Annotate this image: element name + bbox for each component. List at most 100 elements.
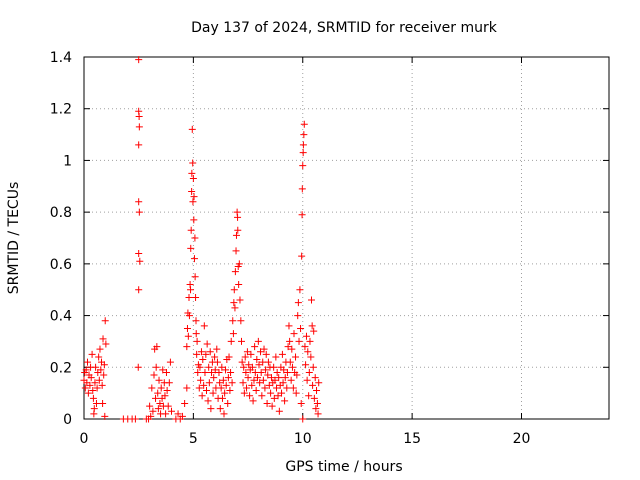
data-point [306,337,314,345]
data-point [189,175,197,183]
data-point [248,363,256,371]
data-point [194,368,202,376]
data-point [273,384,280,392]
data-point [299,141,307,149]
data-point [225,353,233,361]
data-point [135,208,143,216]
x-tick-label: 20 [513,431,531,447]
data-point [298,252,306,260]
data-point [303,376,311,384]
data-point [213,358,221,366]
data-point [183,343,191,351]
data-point [100,361,108,369]
y-axis-label: SRMTID / TECUs [6,182,22,295]
data-point [272,353,280,361]
chart-title: Day 137 of 2024, SRMTID for receiver mur… [191,20,498,36]
data-point [285,322,293,330]
data-point [162,410,170,418]
data-point [168,407,175,415]
data-point [313,387,321,395]
data-point [218,394,226,402]
data-point [192,330,200,338]
data-point [84,389,92,397]
y-tick-label: 1.4 [50,50,72,66]
data-point [188,187,196,195]
data-point [243,384,251,392]
data-point [309,363,317,371]
data-point [204,397,212,405]
data-point [296,286,304,294]
data-point [263,399,271,407]
data-point [231,304,239,312]
data-point [183,384,191,392]
data-point [229,330,237,338]
data-point [253,374,261,382]
data-point [237,317,245,325]
data-point [196,363,204,371]
data-point [299,162,307,170]
data-point [235,260,243,268]
data-point [191,273,199,281]
data-point [147,412,155,420]
data-point [289,384,297,392]
data-point [98,381,106,389]
data-point [166,358,174,366]
data-point [224,374,232,382]
data-point [309,381,317,389]
data-point [187,286,195,294]
data-point [314,410,322,418]
data-point [290,330,298,338]
data-point [87,374,95,382]
data-point [154,389,162,397]
data-point [185,312,193,320]
data-point [152,363,160,371]
data-point [230,299,238,307]
data-point [305,392,313,400]
data-point [210,374,218,382]
data-point [95,353,103,361]
y-tick-label: 1.2 [50,102,72,118]
data-point [222,366,230,374]
data-point [243,348,251,356]
data-point [278,389,286,397]
data-point [135,112,143,120]
data-point [156,399,164,407]
data-point [265,381,273,389]
data-point [270,394,278,402]
data-point [197,376,205,384]
data-point [155,376,163,384]
data-point [189,159,197,167]
data-point [86,381,94,389]
data-point [258,392,266,400]
data-point [191,234,199,242]
data-point [92,399,100,407]
data-point [189,198,197,206]
data-point [101,317,109,325]
data-point [308,296,315,304]
data-point [201,368,209,376]
data-point [292,353,300,361]
data-point [298,185,306,193]
data-point [93,384,101,392]
data-point [192,293,200,301]
data-point [281,374,289,382]
data-point [234,213,242,221]
data-point [195,384,203,392]
data-point [301,343,309,351]
data-point [91,379,99,387]
data-point [244,374,252,382]
data-point [92,363,100,371]
data-point [264,358,272,366]
data-point [88,350,96,358]
data-point [286,358,294,366]
data-point [102,340,110,348]
data-point [149,407,157,415]
data-point [89,394,97,402]
data-point [188,125,196,133]
data-point [247,350,255,358]
data-point [135,286,143,294]
data-point [255,361,263,369]
data-point [185,293,193,301]
data-point [300,131,308,139]
data-point [136,257,144,265]
